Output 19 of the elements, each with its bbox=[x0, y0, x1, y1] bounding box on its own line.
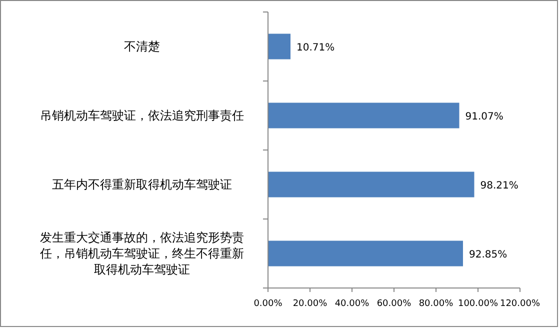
data-label: 91.07% bbox=[465, 112, 504, 122]
y-tick-label: 不清楚 bbox=[124, 40, 160, 54]
y-tick-label: 五年内不得重新取得机动车驾驶证 bbox=[52, 178, 232, 192]
y-tick-label: 发生重大交通事故的，依法追究形势责任，吊销机动车驾驶证，终生不得重新取得机动车驾驶证 bbox=[39, 230, 244, 276]
data-label: 10.71% bbox=[296, 42, 335, 54]
x-tick-label: 60.00% bbox=[376, 299, 412, 309]
data-label: 92.85% bbox=[468, 250, 508, 260]
x-tick-label: 20.00% bbox=[292, 299, 328, 309]
y-tick-label: 吊销机动车驾驶证，依法追究刑事责任 bbox=[40, 108, 244, 122]
x-tick-label: 100.00% bbox=[458, 299, 498, 309]
x-tick-label: 40.00% bbox=[334, 299, 370, 309]
x-tick-label: 0.00% bbox=[254, 299, 283, 309]
x-tick-label: 80.00% bbox=[418, 299, 454, 309]
bar bbox=[268, 34, 290, 60]
bar bbox=[268, 172, 474, 198]
data-label: 98.21% bbox=[480, 180, 518, 192]
bar bbox=[268, 240, 463, 266]
bar bbox=[268, 102, 460, 128]
x-tick-label: 120.00% bbox=[500, 299, 540, 309]
